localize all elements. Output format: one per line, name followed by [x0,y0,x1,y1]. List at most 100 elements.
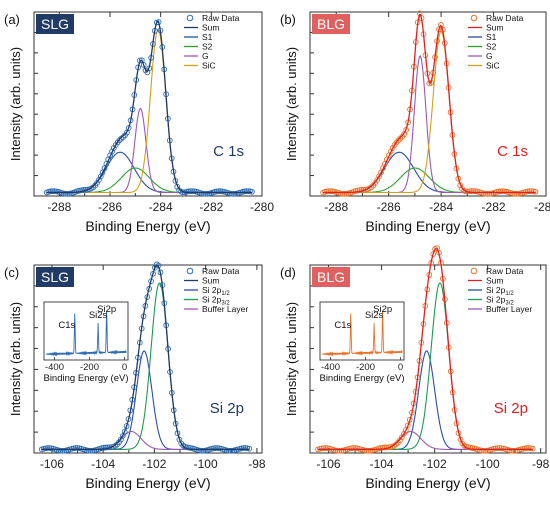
badge-text: BLG [317,16,345,32]
plot-frame [309,11,547,197]
raw-data-point [230,191,237,197]
raw-data-point [87,447,94,454]
raw-data-point [44,445,51,451]
raw-data-point [227,447,234,454]
sample-badge: SLG [36,267,74,287]
x-tick-label: -100 [476,457,500,471]
x-tick-label: -104 [370,457,394,471]
sample-badge: SLG [36,14,74,34]
raw-data-point [62,190,69,197]
legend-marker [470,267,478,275]
panel-label: (a) [4,12,20,27]
legend-item: Buffer Layer [184,304,248,314]
sum-curve [318,247,533,451]
raw-data-point [492,445,499,452]
x-axis-label: Binding Energy (eV) [85,475,210,491]
x-tick-label: -288 [324,200,348,214]
inset-peak-label: Si2p [97,304,116,315]
panel-1: -288 -286 -284 -282 -280 Binding Energy (eV) I… [4,11,274,234]
legend-item: Sum [184,23,219,33]
raw-data-point [187,188,194,195]
x-tick-label: -104 [91,457,115,471]
raw-data-point [499,188,506,194]
raw-data-point [397,437,403,444]
inset-peak-label: C1s [334,320,351,331]
badge-text: BLG [317,269,345,285]
raw-data-point [215,188,222,195]
raw-data-point [529,445,536,452]
raw-data-point [334,447,341,454]
raw-data-series [320,10,539,197]
raw-data-point [381,444,388,451]
x-tick-label: -284 [149,200,173,214]
raw-data-point [123,423,130,429]
raw-data-point [524,445,530,451]
legend-label: SiC [486,61,500,71]
sum-curve [41,264,250,451]
legend-item: SiC [468,61,500,71]
raw-data-point [356,187,363,193]
raw-data-point [379,444,386,451]
raw-data-point [319,445,325,452]
legend-item: G [468,51,493,61]
inset-survey-line [321,311,403,357]
x-tick-label: -102 [423,457,447,471]
legend-label: S2 [486,42,497,52]
panel-4: -106 -104 -102 -100 -98 Binding Energy (eV) In… [280,245,550,491]
raw-data-point [324,188,330,195]
inset-frame [319,301,405,361]
legend-item: G [184,51,209,61]
badge-background [36,267,74,287]
legend-item: S2 [184,42,213,52]
legend-marker [470,14,478,22]
inset-x-tick-label: -400 [45,362,64,373]
raw-data-point [246,445,253,452]
inset-x-axis-label: Binding Energy (eV) [43,373,128,384]
raw-data-point [204,190,210,197]
x-tick-label: -98 [248,457,266,471]
legend-label: Raw Data [202,266,240,276]
inset-peak-label: Si2s [365,310,384,321]
raw-data-point [185,188,192,195]
raw-data-point [377,445,384,451]
raw-data-point [49,188,56,195]
plot-frame [33,11,263,197]
raw-data-point [532,188,539,195]
inset-x-tick-label: 0 [398,362,403,373]
raw-data-point [482,190,489,197]
raw-data-point [240,445,247,451]
raw-data-point [468,188,475,194]
raw-data-point [479,447,485,454]
x-tick-label: -282 [482,200,506,214]
raw-data-point [101,444,107,451]
legend-item: SiC [184,61,216,71]
raw-data-point [102,444,109,451]
raw-data-point [64,191,71,197]
panel-2: -288 -286 -284 -282 -280 Binding Energy (eV) I… [280,10,550,234]
raw-data-point [508,447,515,454]
x-tick-label: -284 [429,200,453,214]
x-tick-label: -280 [534,200,550,214]
legend-subscript: 3/2 [505,301,514,307]
legend-label: SiC [202,61,216,71]
component-curve-3 [323,55,536,194]
raw-data-point [320,445,327,451]
raw-data-point [336,447,343,454]
x-axis-label: Binding Energy (eV) [365,218,490,234]
inset-frame [43,301,129,361]
raw-data-point [189,188,196,194]
inset-x-tick-label: -200 [80,362,99,373]
raw-data-point [350,445,356,451]
raw-data-point [225,447,232,454]
raw-data-point [404,422,411,429]
panel-label: (d) [280,265,296,280]
legend-label: Sum [202,276,219,286]
raw-data-point [245,188,251,194]
raw-data-point [361,447,368,454]
plot-frame [309,264,547,454]
inset-x-tick-label: -200 [356,362,375,373]
